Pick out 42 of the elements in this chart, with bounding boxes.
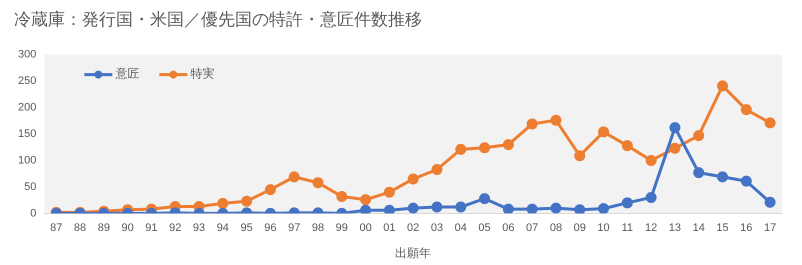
x-tick-label: 99 (336, 222, 348, 234)
y-tick-label: 300 (18, 48, 36, 61)
x-tick-label: 87 (50, 222, 62, 234)
x-tick-label: 15 (716, 222, 729, 234)
x-tick-label: 09 (574, 222, 586, 234)
x-tick-label: 00 (359, 222, 372, 234)
x-axis-title: 出願年 (395, 246, 432, 260)
x-tick-label: 07 (526, 222, 538, 234)
x-tick-label: 94 (216, 222, 229, 234)
legend-label: 特実 (190, 66, 214, 81)
x-tick-label: 10 (597, 222, 610, 234)
x-tick-label: 95 (240, 222, 253, 234)
y-tick-label: 250 (18, 75, 36, 88)
x-tick-label: 91 (145, 222, 158, 234)
y-tick-label: 100 (18, 154, 36, 166)
x-tick-label: 06 (502, 222, 514, 234)
x-tick-label: 89 (98, 222, 110, 234)
y-tick-label: 50 (24, 180, 36, 193)
legend-label: 意匠 (114, 66, 140, 81)
y-tick-label: 150 (18, 128, 36, 140)
x-tick-label: 04 (454, 222, 467, 234)
x-tick-label: 08 (550, 222, 562, 234)
x-tick-label: 01 (383, 222, 396, 234)
x-tick-label: 16 (740, 222, 752, 234)
x-tick-label: 96 (264, 222, 277, 234)
x-tick-label: 14 (692, 222, 705, 234)
x-tick-label: 98 (312, 222, 324, 234)
x-tick-label: 02 (407, 222, 420, 234)
x-tick-label: 11 (622, 222, 634, 234)
x-tick-label: 17 (764, 222, 776, 234)
x-tick-label: 05 (478, 222, 491, 234)
x-tick-label: 12 (645, 222, 658, 234)
x-tick-label: 88 (74, 222, 86, 234)
x-tick-label: 93 (192, 222, 206, 234)
x-tick-label: 03 (430, 222, 444, 234)
x-tick-label: 92 (169, 222, 182, 234)
y-tick-label: 0 (30, 207, 36, 220)
chart-title: 冷蔵庫：発行国・米国／優先国の特許・意匠件数推移 (14, 9, 422, 31)
y-tick-label: 200 (18, 102, 36, 114)
x-tick-label: 90 (122, 222, 134, 234)
x-tick-label: 13 (668, 222, 682, 234)
x-tick-label: 97 (288, 222, 300, 234)
